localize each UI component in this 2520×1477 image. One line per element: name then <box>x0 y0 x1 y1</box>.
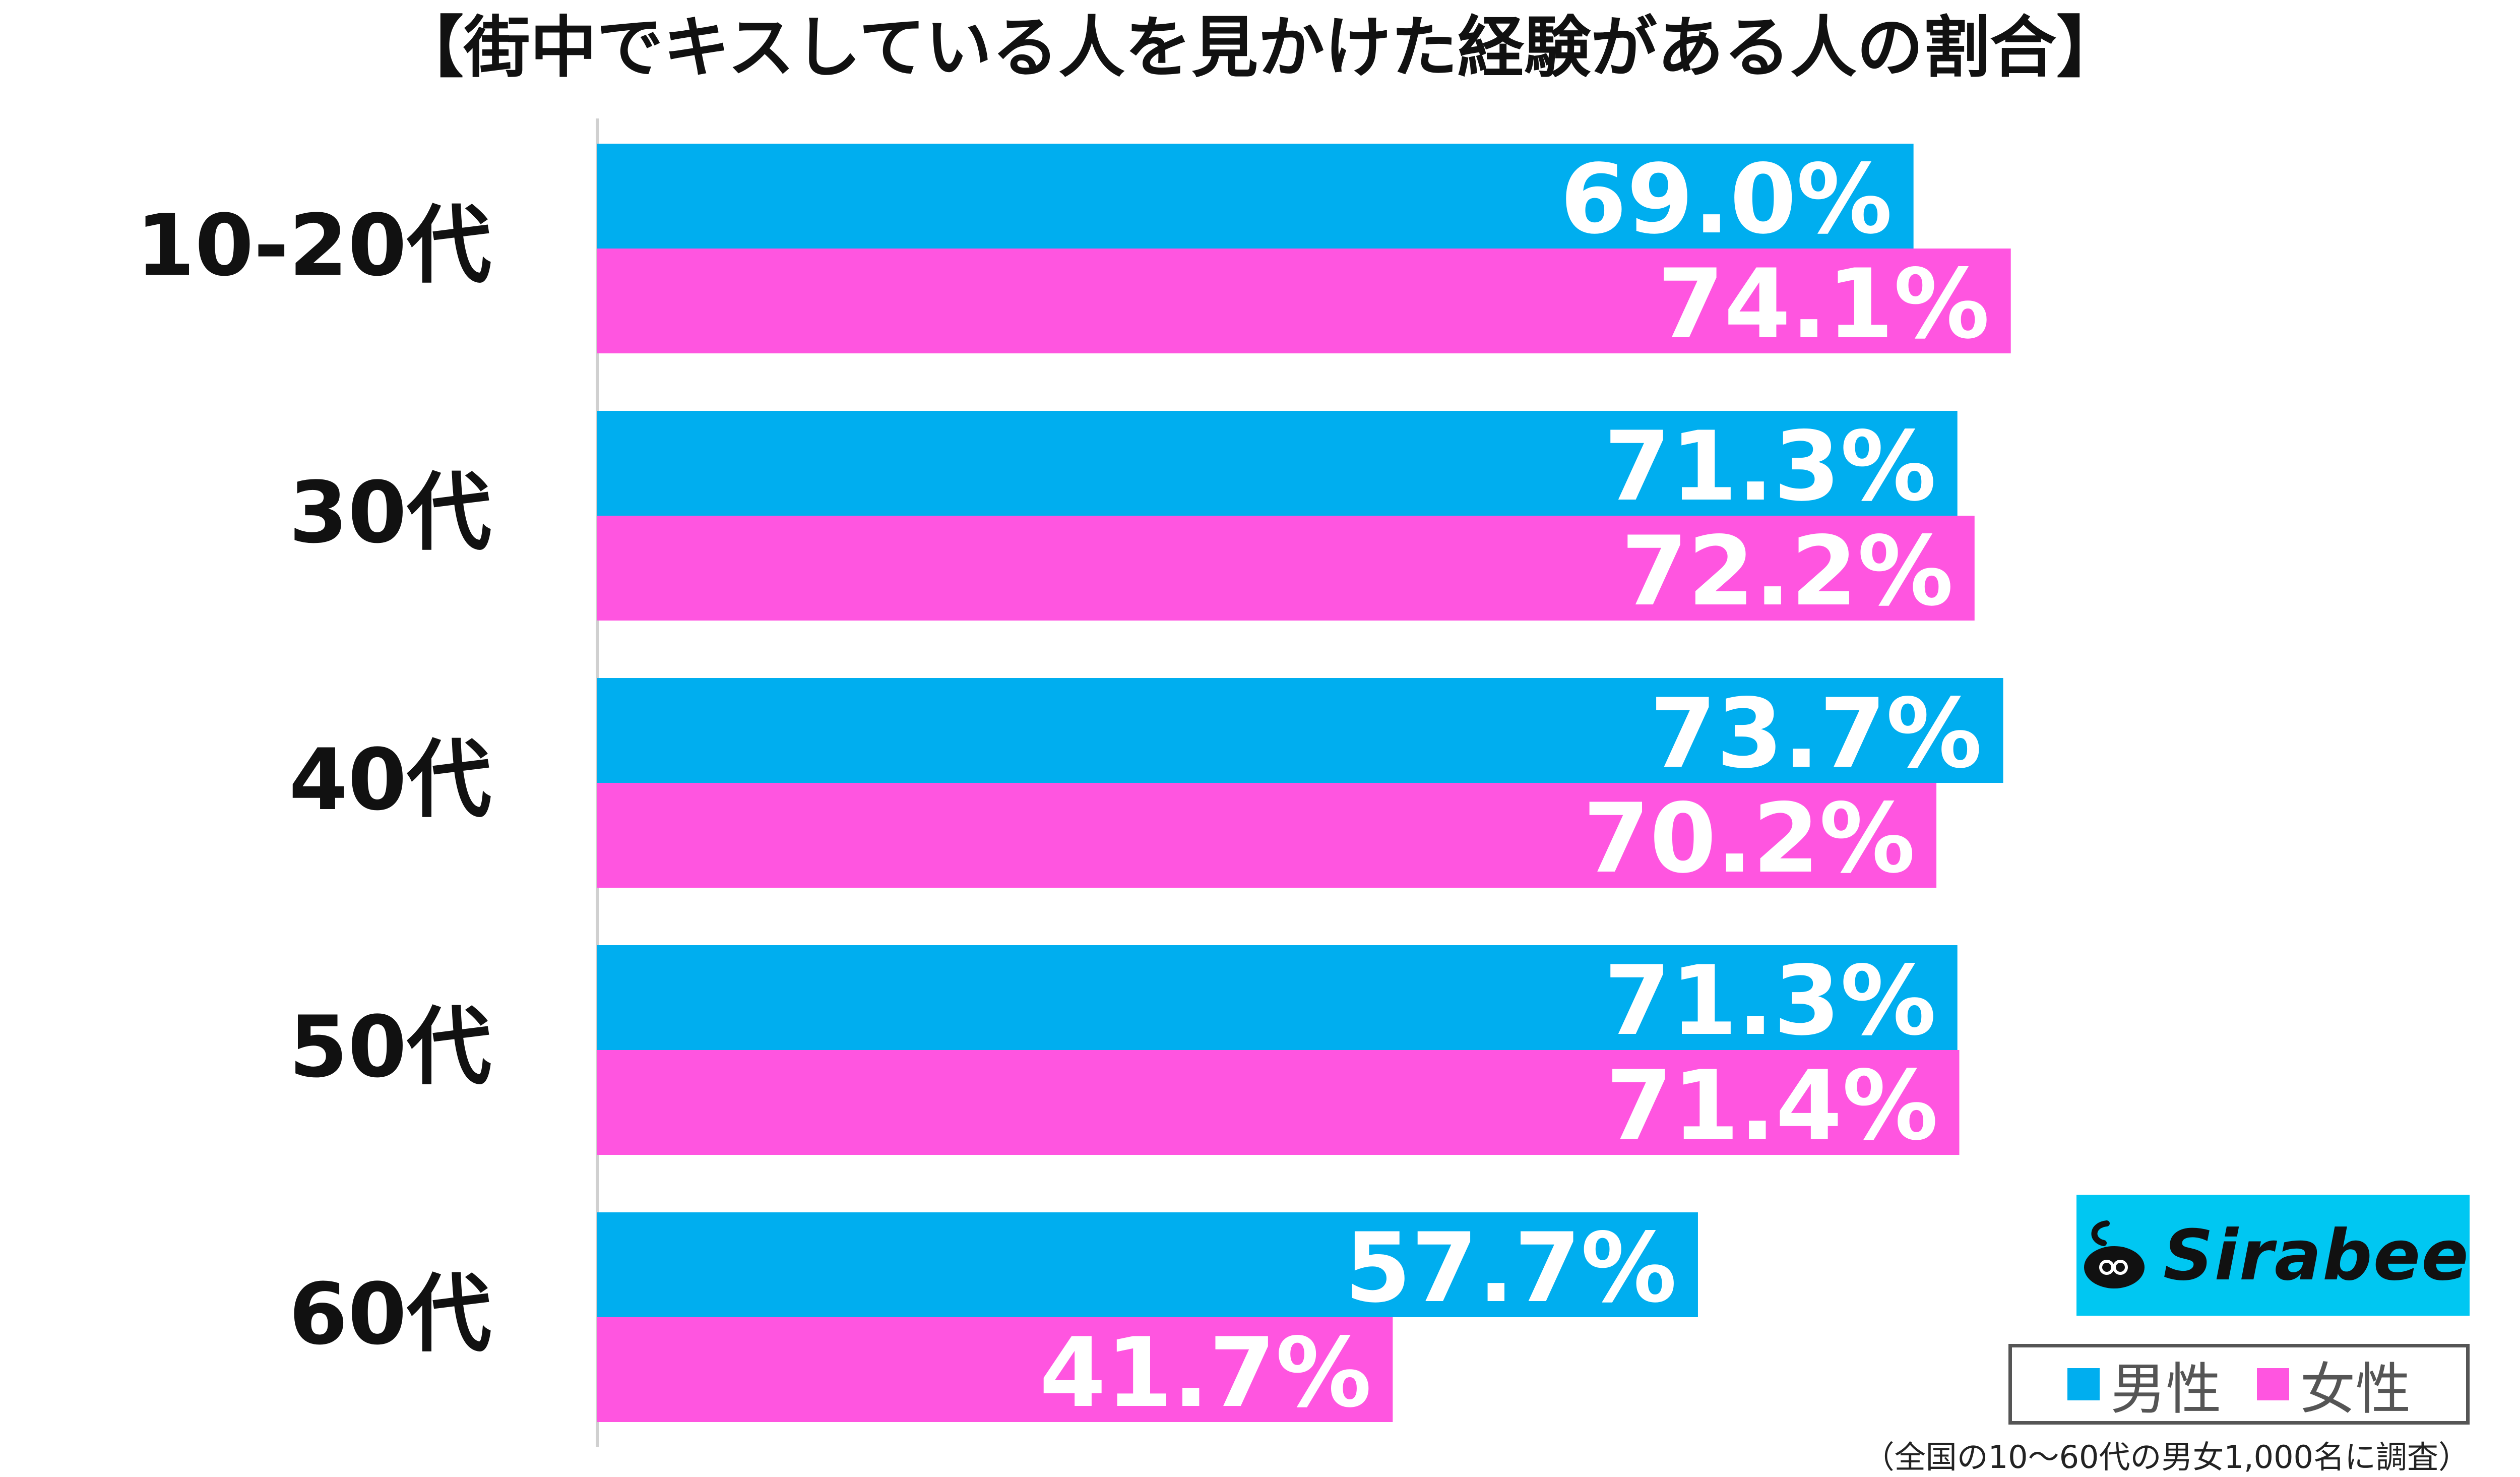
legend-item-female: 女性 <box>2256 1344 2411 1425</box>
category-label: 50代 <box>289 998 491 1096</box>
category-label: 30代 <box>289 463 491 562</box>
data-label: 71.4% <box>1606 1050 1938 1161</box>
bar-male <box>597 411 1958 516</box>
legend-swatch-male <box>2067 1368 2100 1400</box>
bar-female <box>597 249 2011 353</box>
bar-female <box>597 1317 1393 1422</box>
sirabee-logo: Sirabee <box>2076 1195 2470 1316</box>
bar-male <box>597 1212 1698 1317</box>
logo-text: Sirabee <box>2163 1214 2470 1296</box>
data-label: 57.7% <box>1345 1212 1677 1324</box>
data-label: 41.7% <box>1039 1317 1371 1429</box>
bar-female <box>597 1050 1960 1155</box>
data-label: 72.2% <box>1621 516 1954 627</box>
data-label: 71.3% <box>1604 945 1936 1057</box>
bar-male <box>597 945 1958 1050</box>
bar-female <box>597 783 1937 888</box>
bar-female <box>597 516 1975 621</box>
data-label: 69.0% <box>1560 144 1892 255</box>
data-label: 74.1% <box>1658 249 1990 360</box>
category-label: 40代 <box>289 730 491 829</box>
bar-male <box>597 144 1914 249</box>
legend-item-male: 男性 <box>2067 1344 2222 1425</box>
legend-label-female: 女性 <box>2300 1357 2411 1422</box>
data-label: 73.7% <box>1650 678 1982 789</box>
data-label: 71.3% <box>1604 411 1936 522</box>
category-label: 60代 <box>289 1265 491 1364</box>
survey-footnote: （全国の10〜60代の男女1,000名に調査） <box>1863 1439 2470 1475</box>
chart-legend: 男性 女性 <box>2008 1344 2470 1425</box>
bar-male <box>597 678 2003 783</box>
category-label: 10-20代 <box>136 196 491 295</box>
chart-title: 【街中でキスしている人を見かけた経験がある人の割合】 <box>397 9 2123 87</box>
sirabee-mark-icon <box>2084 1220 2145 1288</box>
data-label: 70.2% <box>1583 783 1915 894</box>
legend-swatch-female <box>2256 1368 2289 1400</box>
legend-label-male: 男性 <box>2110 1357 2222 1422</box>
